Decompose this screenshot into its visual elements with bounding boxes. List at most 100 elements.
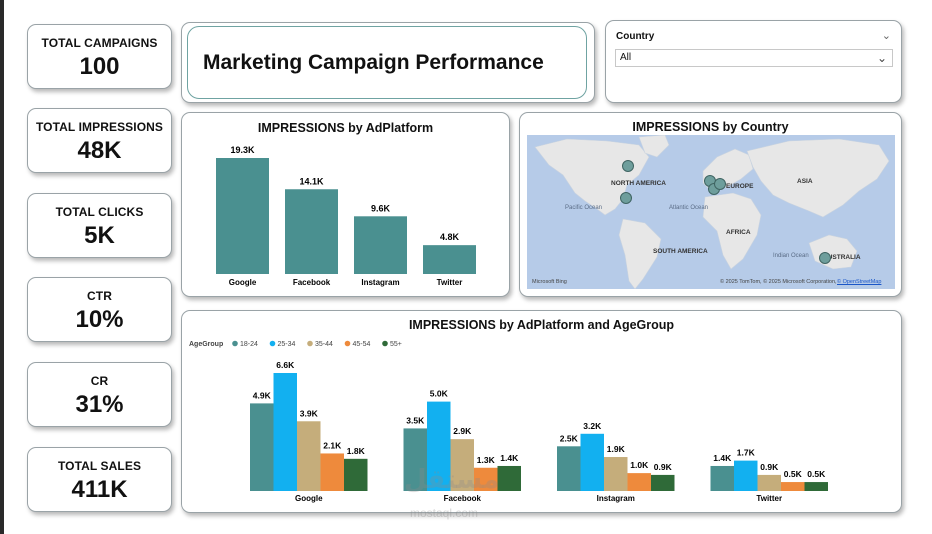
chevron-down-icon[interactable]: ⌄	[881, 30, 891, 42]
bar-instagram-35-44[interactable]	[604, 457, 628, 491]
data-label: 1.4K	[500, 453, 519, 463]
chart-title: IMPRESSIONS by AdPlatform	[257, 121, 434, 135]
impressions-by-platform-age-chart[interactable]: AgeGroup 18-24 25-34 35-44 45-54 55+ 4.9K 6.6K 3…	[182, 311, 900, 511]
tick-label: Instagram	[361, 278, 399, 287]
country-dropdown-value: All	[620, 52, 632, 63]
kpi-total-clicks[interactable]: TOTAL CLICKS 5K	[27, 193, 172, 258]
kpi-value: 411K	[71, 476, 128, 503]
data-label: 14.1K	[299, 176, 324, 186]
bar-instagram-18-24[interactable]	[557, 446, 581, 491]
legend-label: 25-34	[278, 341, 296, 348]
kpi-label: TOTAL IMPRESSIONS	[35, 120, 164, 134]
kpi-value: 10%	[75, 306, 124, 333]
kpi-total-impressions[interactable]: TOTAL IMPRESSIONS 48K	[27, 108, 172, 173]
bar-google[interactable]	[216, 158, 269, 274]
data-label: 3.2K	[583, 421, 602, 431]
map-label-atlantic: Atlantic Ocean	[669, 205, 708, 211]
data-label: 0.9K	[760, 462, 779, 472]
bar-google-18-24[interactable]	[250, 403, 274, 491]
data-label: 3.5K	[406, 415, 425, 425]
impressions-by-country-card[interactable]: IMPRESSIONS by Country NORTH AMERICA EUR…	[519, 112, 902, 297]
impressions-by-platform-card[interactable]: IMPRESSIONS by AdPlatform 19.3K Google 14.…	[181, 112, 510, 297]
map-label-south-america: SOUTH AMERICA	[653, 248, 708, 255]
bar-twitter-35-44[interactable]	[757, 474, 782, 491]
data-label: 4.9K	[253, 390, 272, 400]
land-africa	[702, 192, 762, 270]
osm-link[interactable]: © OpenStreetMap	[837, 279, 882, 285]
bar-twitter-55+[interactable]	[804, 482, 829, 491]
dropdown-chevron-icon: ⌄	[876, 51, 887, 65]
land-south-america	[618, 218, 662, 289]
data-label: 4.8K	[440, 232, 460, 242]
legend-swatch-1[interactable]	[269, 340, 276, 347]
land-australia	[808, 234, 858, 270]
country-dropdown[interactable]: All ⌄	[615, 49, 893, 67]
kpi-total-campaigns[interactable]: TOTAL CAMPAIGNS 100	[27, 24, 172, 89]
bar-facebook-25-34[interactable]	[427, 401, 451, 491]
data-label: 2.9K	[453, 426, 472, 436]
map-copyright: © 2025 TomTom, © 2025 Microsoft Corporat…	[720, 279, 837, 285]
window-left-edge	[0, 0, 4, 534]
country-slicer-label: Country	[616, 31, 655, 42]
bar-twitter-18-24[interactable]	[710, 465, 735, 491]
page-title: Marketing Campaign Performance	[187, 26, 587, 99]
map-label-north-america: NORTH AMERICA	[611, 180, 666, 187]
bar-google-35-44[interactable]	[297, 421, 321, 491]
bar-google-45-54[interactable]	[320, 453, 345, 491]
bar-instagram-25-34[interactable]	[580, 433, 605, 491]
bar-instagram-55+[interactable]	[651, 474, 675, 491]
data-label: 0.5K	[807, 469, 826, 479]
kpi-value: 100	[79, 53, 120, 80]
bar-twitter[interactable]	[423, 245, 476, 274]
data-label: 9.6K	[371, 203, 391, 213]
impressions-by-platform-chart[interactable]: 19.3K Google 14.1K Facebook 9.6K Instagram 4.8…	[182, 113, 508, 295]
data-label: 1.0K	[630, 460, 649, 470]
bar-instagram[interactable]	[354, 216, 407, 274]
bar-facebook-55+[interactable]	[497, 465, 522, 491]
map-bubble-germany[interactable]	[714, 178, 726, 190]
bar-facebook[interactable]	[285, 189, 338, 274]
impressions-by-platform-age-card[interactable]: IMPRESSIONS by AdPlatform and AgeGroup A…	[181, 310, 902, 513]
legend-label: 45-54	[353, 341, 371, 348]
bar-facebook-35-44[interactable]	[450, 439, 475, 491]
legend-swatch-3[interactable]	[344, 340, 351, 347]
map-bubble-australia[interactable]	[819, 252, 831, 264]
map-canvas: NORTH AMERICA EUROPE ASIA AFRICA SOUTH A…	[534, 135, 890, 289]
bar-twitter-25-34[interactable]	[734, 460, 758, 491]
kpi-label: TOTAL CLICKS	[55, 205, 144, 219]
data-label: 0.9K	[654, 462, 673, 472]
legend-swatch-0[interactable]	[232, 340, 238, 347]
legend-swatch-4[interactable]	[382, 340, 388, 347]
bar-facebook-45-54[interactable]	[474, 467, 498, 491]
bar-twitter-45-54[interactable]	[781, 482, 805, 491]
kpi-total-sales[interactable]: TOTAL SALES 411K	[27, 447, 172, 512]
bar-google-55+[interactable]	[344, 458, 368, 491]
data-label: 5.0K	[430, 389, 449, 399]
data-label: 19.3K	[230, 145, 255, 155]
kpi-cr[interactable]: CR 31%	[27, 362, 172, 427]
data-label: 1.8K	[347, 446, 366, 456]
kpi-label: TOTAL SALES	[57, 459, 142, 473]
map-label-australia: AUSTRALIA	[823, 254, 861, 261]
legend-swatch-2[interactable]	[307, 340, 313, 347]
bar-facebook-18-24[interactable]	[403, 428, 428, 491]
map-bubble-canada[interactable]	[622, 160, 634, 172]
kpi-ctr[interactable]: CTR 10%	[27, 277, 172, 342]
bar-instagram-45-54[interactable]	[627, 473, 652, 491]
bar-google-25-34[interactable]	[273, 373, 298, 491]
data-label: 1.4K	[713, 453, 732, 463]
map-title: IMPRESSIONS by Country	[632, 120, 789, 134]
land-north-america	[534, 138, 650, 216]
watermark: مستقل	[404, 464, 500, 494]
country-slicer[interactable]: Country ⌄ All ⌄	[605, 20, 902, 103]
data-label: 3.9K	[300, 408, 319, 418]
map-footer: Microsoft Bing © 2025 TomTom, © 2025 Mic…	[527, 277, 895, 289]
kpi-label: CTR	[87, 289, 112, 303]
data-label: 2.1K	[323, 440, 342, 450]
legend-label: 18-24	[240, 341, 258, 348]
world-map[interactable]: NORTH AMERICA EUROPE ASIA AFRICA SOUTH A…	[527, 135, 895, 289]
map-bubble-usa[interactable]	[620, 192, 632, 204]
map-label-asia: ASIA	[797, 178, 813, 185]
data-label: 0.5K	[784, 469, 803, 479]
tick-label: Twitter	[756, 494, 782, 503]
